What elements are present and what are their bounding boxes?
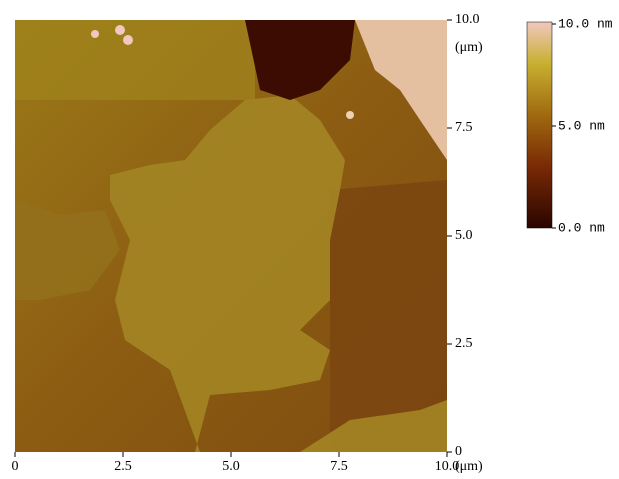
y-tick-label: 0 bbox=[455, 444, 462, 459]
x-tick-label: 2.5 bbox=[114, 459, 132, 474]
y-tick-label: 7.5 bbox=[455, 120, 473, 135]
y-tick-label: 10.0 bbox=[455, 12, 480, 27]
y-tick-label: 5.0 bbox=[455, 228, 473, 243]
x-tick-label: 7.5 bbox=[330, 459, 348, 474]
colorbar bbox=[527, 22, 552, 228]
y-axis-label: (μm) bbox=[455, 40, 483, 55]
colorbar-tick-label: 5.0 nm bbox=[558, 118, 605, 133]
x-tick-label: 10.0 bbox=[435, 459, 460, 474]
y-tick-label: 2.5 bbox=[455, 336, 473, 351]
x-tick-label: 5.0 bbox=[222, 459, 240, 474]
colorbar-tick-label: 10.0 nm bbox=[558, 16, 613, 31]
colorbar-tick-label: 0.0 nm bbox=[558, 220, 605, 235]
page: (μm) (μm) 02.55.07.510.002.55.07.510.00.… bbox=[0, 0, 619, 479]
x-tick-label: 0 bbox=[12, 459, 19, 474]
afm-image bbox=[15, 20, 447, 452]
